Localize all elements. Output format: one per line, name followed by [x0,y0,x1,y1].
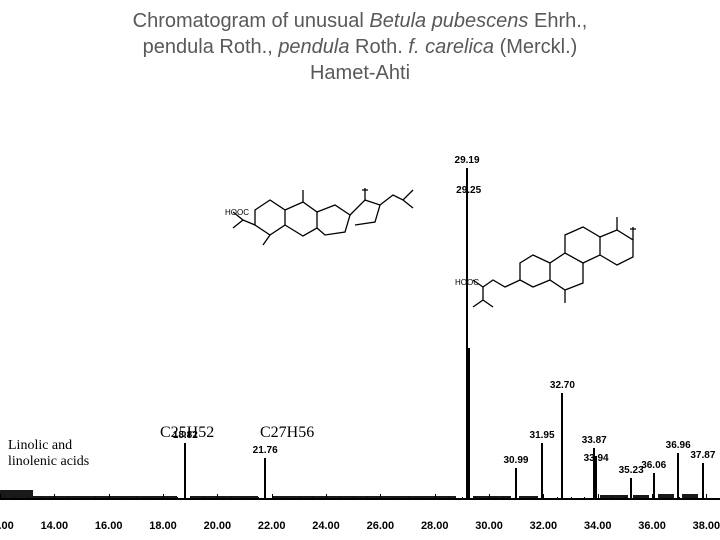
chromatogram-peak [468,348,470,498]
peak-label: 31.95 [530,430,555,441]
hooc-label-left: HOOC [225,208,249,217]
x-tick-label: 20.00 [204,520,232,532]
peak-label: 36.06 [641,460,666,471]
peak-label: 35.23 [619,465,644,476]
peak-label: 33.94 [584,453,609,464]
chromatogram-peak [264,458,266,498]
x-tick-label: 22.00 [258,520,286,532]
chromatogram-peak [702,463,704,498]
x-tick-label: 30.00 [475,520,503,532]
peak-label: 33.87 [582,435,607,446]
peak-label: 29.19 [455,155,480,166]
x-tick-label: 28.00 [421,520,449,532]
x-tick-label: 32.00 [530,520,558,532]
peak-label: 36.96 [666,440,691,451]
chromatogram-peak [184,443,186,498]
chromatogram-peak [561,393,563,498]
x-tick-label: 36.00 [638,520,666,532]
chromatogram-peak [653,473,655,498]
x-tick-label: 38.00 [693,520,720,532]
annotation-linolic: Linolic and linolenic acids [8,438,89,470]
x-tick-label: 34.00 [584,520,612,532]
x-tick-label: 16.00 [95,520,123,532]
annotation-c25: C25H52 [160,424,214,442]
molecular-structure-left: HOOC [225,140,425,255]
peak-label: 37.87 [690,450,715,461]
x-tick-label: 14.00 [41,520,69,532]
chromatogram-peak [677,453,679,498]
x-tick-label: 18.00 [149,520,177,532]
chart-title: Chromatogram of unusual Betula pubescens… [0,0,720,86]
chromatogram-peak [515,468,517,498]
x-tick-label: 26.00 [367,520,395,532]
x-tick-label: 12.00 [0,520,14,532]
peak-label: 32.70 [550,380,575,391]
chromatogram-peak [630,478,632,498]
peak-label: 30.99 [503,455,528,466]
x-tick-label: 24.00 [312,520,340,532]
peak-label: 21.76 [253,445,278,456]
annotation-c27: C27H56 [260,424,314,442]
molecular-structure-right: HOOC [455,195,665,350]
chromatogram-peak [541,443,543,498]
hooc-label-right: HOOC [455,278,479,287]
